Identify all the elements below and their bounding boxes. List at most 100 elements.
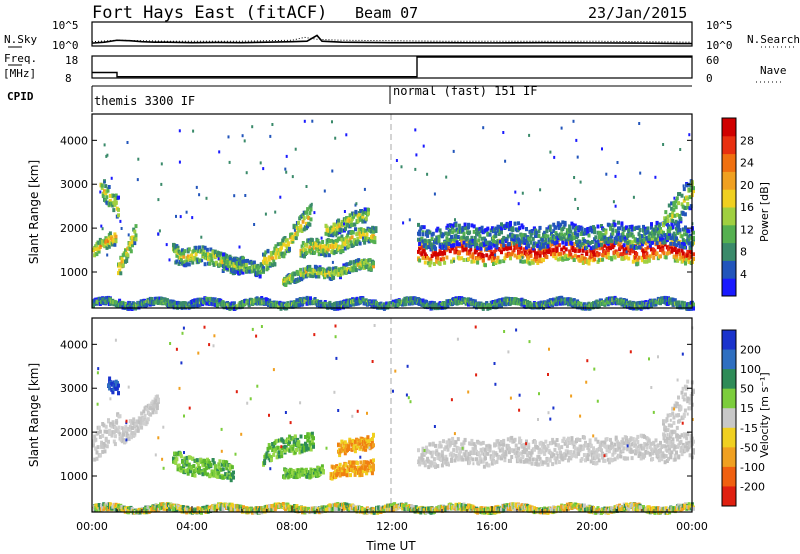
power-echo-cell (681, 210, 685, 215)
power-echo-cell (644, 249, 648, 254)
power-echo-cell (664, 296, 668, 300)
power-echo-cell (654, 228, 658, 233)
power-echo-cell (137, 157, 140, 161)
velocity-echo-cell (201, 472, 205, 477)
power-echo-cell (513, 221, 517, 226)
power-echo-cell (200, 249, 204, 254)
power-echo-cell (668, 213, 672, 218)
power-echo-cell (124, 249, 127, 254)
power-echo-cell (528, 237, 532, 242)
velocity-echo-cell (271, 442, 275, 446)
power-echo-cell (370, 229, 373, 234)
power-echo-cell (294, 236, 298, 241)
power-echo-cell (660, 229, 664, 234)
power-echo-cell (490, 241, 494, 246)
power-echo-cell (554, 225, 558, 230)
power-echo-cell (410, 296, 414, 301)
power-echo-cell (440, 245, 444, 250)
power-echo-cell (523, 259, 527, 264)
power-echo-cell (673, 239, 676, 243)
power-echo-cell (535, 254, 539, 259)
power-echo-cell (492, 239, 495, 244)
power-echo-cell (324, 273, 328, 278)
power-echo-cell (129, 249, 133, 254)
power-echo-cell (259, 161, 262, 165)
power-echo-cell (202, 252, 206, 256)
velocity-echo-cell (142, 409, 146, 414)
power-echo-cell (636, 237, 640, 242)
velocity-echo-cell (93, 434, 97, 439)
power-echo-cell (572, 119, 575, 123)
velocity-echo-cell (155, 394, 159, 399)
power-echo-cell (304, 270, 308, 275)
power-echo-cell (595, 244, 599, 248)
power-echo-cell (628, 300, 632, 305)
power-echo-cell (418, 258, 422, 263)
power-echo-cell (671, 211, 675, 216)
velocity-echo-cell (94, 437, 98, 442)
power-echo-cell (421, 298, 425, 303)
power-echo-cell (496, 255, 500, 260)
velocity-echo-cell (221, 467, 225, 472)
power-echo-cell (118, 298, 122, 303)
velocity-echo-cell (185, 459, 189, 464)
power-echo-cell (280, 241, 284, 246)
power-echo-cell (127, 233, 130, 237)
power-echo-cell (537, 239, 541, 244)
velocity-echo-cell (305, 444, 309, 448)
power-echo-cell (297, 303, 301, 308)
velocity-echo-cell (280, 454, 284, 459)
velocity-echo-cell (177, 463, 181, 468)
power-echo-cell (673, 234, 677, 238)
power-echo-cell (601, 257, 605, 262)
power-echo-cell (332, 266, 336, 271)
power-echo-cell (307, 216, 311, 221)
power-echo-cell (344, 302, 348, 306)
power-echo-cell (470, 235, 474, 240)
velocity-echo-cell (131, 426, 134, 430)
power-echo-cell (538, 253, 542, 258)
power-echo-cell (112, 194, 116, 198)
power-echo-cell (309, 207, 313, 212)
power-echo-cell (502, 243, 506, 248)
power-echo-cell (560, 232, 564, 237)
power-echo-cell (534, 251, 537, 256)
power-echo-cell (228, 160, 231, 164)
nsky-label: N.Sky (4, 33, 37, 46)
power-echo-cell (286, 280, 290, 285)
velocity-echo-cell (104, 436, 108, 441)
power-echo-cell (102, 300, 106, 305)
power-echo-cell (680, 242, 684, 246)
power-echo-cell (282, 254, 286, 259)
power-echo-cell (191, 216, 194, 220)
power-echo-cell (602, 253, 606, 258)
power-echo-cell (680, 193, 684, 198)
power-echo-cell (445, 241, 449, 246)
power-echo-cell (531, 260, 535, 265)
power-echo-cell (523, 240, 527, 245)
cpid-strip: CPID themis 3300 IF normal (fast) 151 IF (7, 84, 692, 112)
velocity-echo-cell (302, 448, 306, 453)
power-echo-cell (511, 250, 515, 255)
power-echo-cell (613, 255, 617, 260)
velocity-echo-cell (98, 453, 102, 458)
power-echo-cell (265, 298, 269, 302)
power-echo-cell (345, 216, 349, 221)
power-echo-cell (625, 298, 628, 303)
power-echo-cell (477, 238, 481, 243)
power-echo-cell (114, 200, 118, 205)
power-echo-cell (630, 232, 634, 237)
velocity-echo-cell (265, 454, 269, 458)
power-echo-cell (547, 247, 551, 251)
power-echo-cell (661, 237, 665, 242)
velocity-echo-field (92, 324, 695, 515)
power-echo-cell (548, 224, 552, 229)
velocity-echo-cell (186, 471, 190, 476)
power-echo-cell (534, 228, 537, 233)
power-echo-cell (659, 254, 662, 259)
nave-label: Nave (760, 64, 787, 77)
power-echo-cell (667, 231, 671, 236)
power-echo-cell (467, 222, 470, 227)
power-echo-cell (214, 260, 218, 265)
power-echo-cell (468, 230, 472, 235)
